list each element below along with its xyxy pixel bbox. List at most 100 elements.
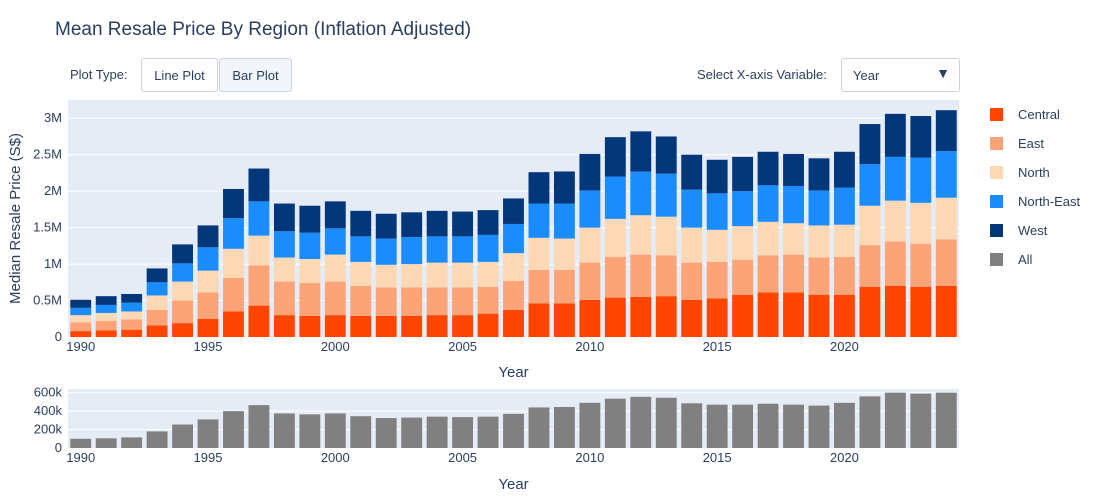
bar-north-east-2019[interactable] (808, 190, 830, 226)
bar-east-2012[interactable] (630, 254, 652, 297)
bar-all-2019[interactable] (808, 405, 830, 448)
bar-all-2022[interactable] (884, 392, 906, 448)
legend-item-north[interactable]: North (990, 164, 1050, 180)
bar-west-2012[interactable] (630, 131, 652, 172)
bar-north-2016[interactable] (732, 226, 754, 260)
bar-central-1998[interactable] (273, 315, 295, 337)
bar-north-2022[interactable] (884, 200, 906, 242)
bar-east-2011[interactable] (604, 256, 626, 298)
bar-west-1997[interactable] (248, 168, 270, 202)
bar-west-1998[interactable] (273, 203, 295, 232)
bar-central-2012[interactable] (630, 296, 652, 337)
bar-north-2000[interactable] (324, 254, 346, 282)
bar-central-2015[interactable] (706, 298, 728, 337)
legend-item-east[interactable]: East (990, 135, 1044, 151)
bar-west-2023[interactable] (910, 116, 932, 158)
bar-north-east-2012[interactable] (630, 171, 652, 216)
bar-all-1991[interactable] (95, 438, 117, 448)
bar-central-2010[interactable] (579, 299, 601, 337)
bar-west-2004[interactable] (426, 210, 448, 237)
bar-north-2023[interactable] (910, 202, 932, 244)
bar-west-2021[interactable] (859, 124, 881, 165)
bar-west-2014[interactable] (681, 154, 703, 190)
bar-west-2007[interactable] (503, 198, 524, 224)
bar-all-2014[interactable] (681, 403, 703, 448)
bar-west-2016[interactable] (732, 156, 754, 192)
bar-north-east-1998[interactable] (273, 231, 295, 258)
bar-north-east-2004[interactable] (426, 236, 448, 263)
bar-north-2001[interactable] (350, 261, 372, 286)
bar-east-2021[interactable] (859, 245, 881, 287)
bar-north-1990[interactable] (70, 315, 92, 323)
bar-east-2024[interactable] (935, 239, 957, 286)
bar-east-2000[interactable] (324, 281, 346, 316)
bar-north-2017[interactable] (757, 221, 779, 256)
bar-all-2008[interactable] (528, 407, 550, 448)
bar-north-1997[interactable] (248, 235, 270, 266)
line-plot-button[interactable]: Line Plot (141, 58, 218, 92)
bar-north-east-2013[interactable] (655, 173, 677, 217)
bar-east-2019[interactable] (808, 257, 830, 295)
bar-north-east-2002[interactable] (375, 238, 397, 265)
bar-north-east-2018[interactable] (783, 186, 804, 224)
bar-north-2014[interactable] (681, 227, 703, 263)
bar-north-east-2007[interactable] (503, 223, 524, 254)
bar-central-1997[interactable] (248, 305, 270, 337)
bar-all-2020[interactable] (834, 402, 855, 448)
bar-north-east-2010[interactable] (579, 190, 601, 228)
bar-north-1991[interactable] (95, 312, 117, 321)
bar-north-2010[interactable] (579, 227, 601, 263)
legend-item-all[interactable]: All (990, 251, 1032, 267)
bar-north-2011[interactable] (604, 218, 626, 257)
bar-west-1990[interactable] (70, 299, 92, 308)
bar-plot-button[interactable]: Bar Plot (219, 58, 292, 92)
bar-central-2006[interactable] (477, 313, 499, 337)
bar-central-2003[interactable] (401, 315, 423, 337)
bar-north-east-2011[interactable] (604, 176, 626, 219)
bar-north-east-2024[interactable] (935, 151, 957, 198)
bar-all-1995[interactable] (197, 419, 219, 448)
bar-west-2006[interactable] (477, 210, 499, 235)
bar-all-2004[interactable] (426, 416, 448, 448)
bar-west-1995[interactable] (197, 225, 219, 248)
bar-north-east-2000[interactable] (324, 228, 346, 255)
bar-north-1998[interactable] (273, 257, 295, 282)
bar-all-2007[interactable] (503, 413, 524, 448)
bar-north-2007[interactable] (503, 253, 524, 281)
bar-central-2017[interactable] (757, 292, 779, 337)
bar-north-east-2009[interactable] (553, 203, 575, 239)
bar-central-2000[interactable] (324, 315, 346, 337)
bar-north-east-2021[interactable] (859, 164, 881, 206)
bar-east-2004[interactable] (426, 287, 448, 316)
bar-east-1990[interactable] (70, 322, 92, 332)
bar-all-2006[interactable] (477, 416, 499, 448)
bar-north-2021[interactable] (859, 205, 881, 246)
bar-east-2001[interactable] (350, 285, 372, 316)
bar-east-2003[interactable] (401, 287, 423, 316)
bar-east-1992[interactable] (121, 319, 143, 330)
bar-central-2011[interactable] (604, 297, 626, 337)
bar-all-1992[interactable] (121, 437, 143, 448)
bar-central-1991[interactable] (95, 330, 117, 337)
bar-all-2013[interactable] (655, 397, 677, 448)
bar-east-2023[interactable] (910, 243, 932, 287)
bar-west-2017[interactable] (757, 151, 779, 186)
bar-central-2023[interactable] (910, 286, 932, 337)
bar-central-1992[interactable] (121, 329, 143, 337)
bar-north-east-2001[interactable] (350, 236, 372, 262)
bar-north-east-1997[interactable] (248, 201, 270, 236)
bar-north-2020[interactable] (834, 224, 855, 257)
bar-north-east-2008[interactable] (528, 203, 550, 238)
bar-west-1991[interactable] (95, 296, 117, 305)
bar-central-2008[interactable] (528, 303, 550, 337)
bar-all-2015[interactable] (706, 404, 728, 448)
bar-north-east-2014[interactable] (681, 189, 703, 228)
bar-north-1999[interactable] (299, 258, 321, 284)
bar-north-east-2023[interactable] (910, 157, 932, 203)
bar-west-1996[interactable] (223, 188, 244, 219)
bar-all-1993[interactable] (146, 431, 168, 448)
legend-item-central[interactable]: Central (990, 106, 1060, 122)
bar-central-2009[interactable] (553, 303, 575, 337)
bar-east-2013[interactable] (655, 255, 677, 297)
bar-all-2017[interactable] (757, 403, 779, 448)
